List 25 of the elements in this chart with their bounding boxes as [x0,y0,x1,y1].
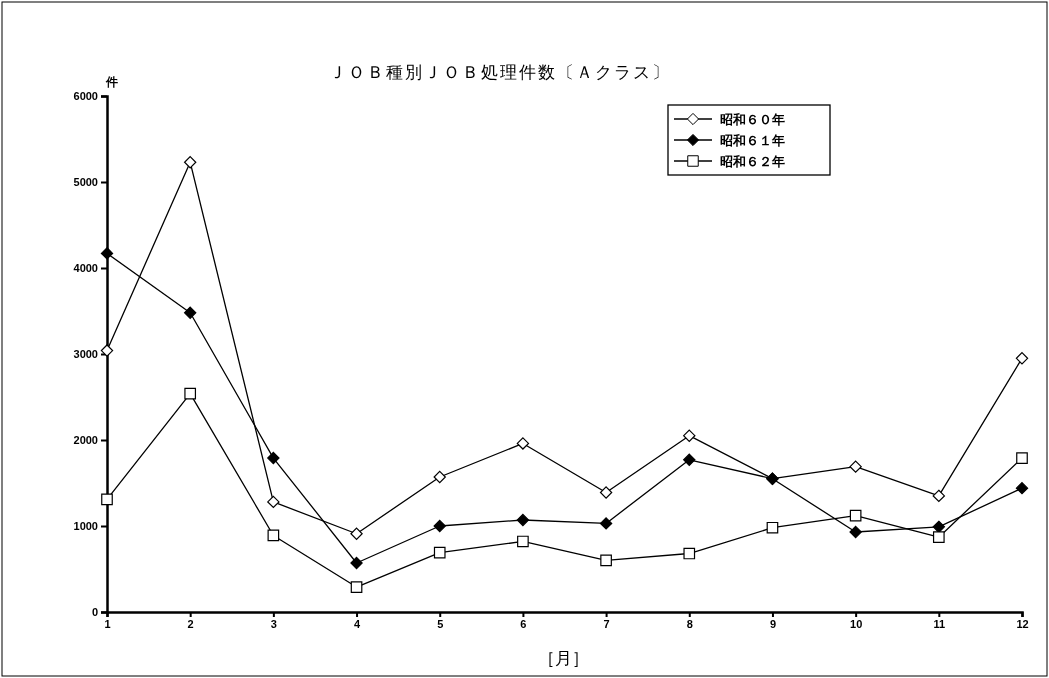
y-tick-label: 5000 [73,176,98,189]
legend-label: 昭和６１年 [720,133,785,148]
legend-label: 昭和６２年 [720,154,785,169]
x-tick-label: 8 [686,617,693,630]
y-tick-label: 4000 [73,262,98,275]
x-tick-label: 6 [520,617,527,630]
x-tick-label: 2 [187,617,194,630]
x-tick-label: 12 [1016,617,1029,630]
y-axis-title: 件 [105,75,118,89]
y-tick-label: 6000 [73,90,98,103]
chart-title: ＪＯＢ種別ＪＯＢ処理件数〔Ａクラス〕 [329,62,671,82]
y-tick-label: 2000 [73,434,98,447]
y-tick-label: 3000 [73,348,98,361]
x-tick-label: 1 [104,617,111,630]
x-tick-label: 4 [353,617,361,630]
x-axis-title: ［月］ [537,648,589,668]
y-tick-label: 0 [91,606,98,619]
x-tick-label: 9 [769,617,777,630]
y-tick-label: 1000 [73,520,98,533]
x-tick-label: 3 [270,617,277,630]
x-tick-label: 5 [437,617,444,630]
x-tick-label: 7 [603,617,610,630]
legend-label: 昭和６０年 [720,112,785,127]
x-tick-label: 10 [850,617,863,630]
x-tick-label: 11 [933,617,946,630]
